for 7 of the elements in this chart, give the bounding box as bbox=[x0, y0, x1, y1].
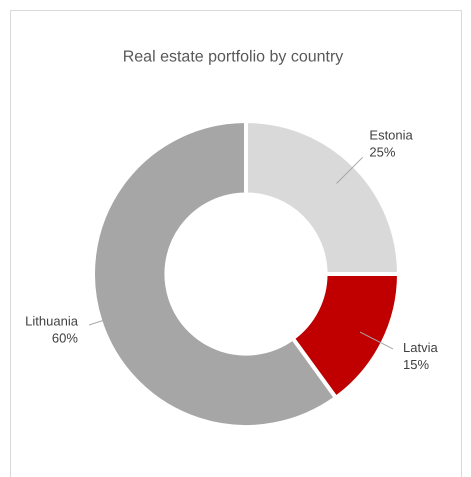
slice-label: Latvia bbox=[403, 340, 439, 356]
data-label: 25% bbox=[369, 144, 396, 160]
data-label: 15% bbox=[403, 357, 430, 372]
data-label: 60% bbox=[52, 330, 78, 346]
slice-label: Estonia bbox=[369, 128, 414, 143]
slice-label: Lithuania bbox=[25, 314, 79, 329]
chart-title: Real estate portfolio by country bbox=[122, 48, 344, 66]
